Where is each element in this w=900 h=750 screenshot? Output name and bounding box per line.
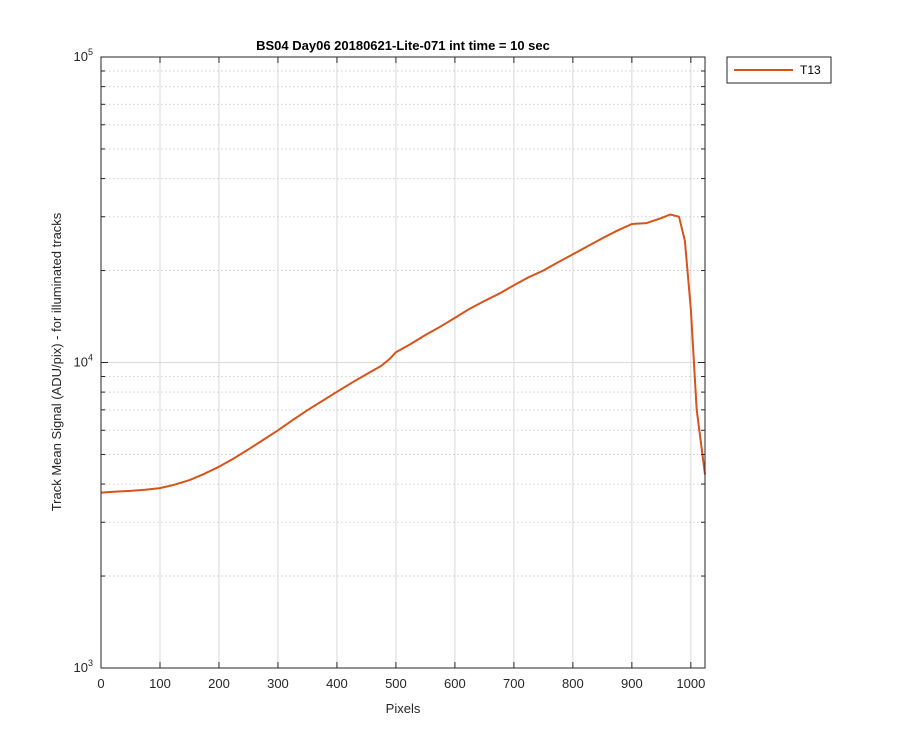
y-tick-label: 103: [74, 658, 93, 675]
x-tick-label: 1000: [676, 676, 705, 691]
y-tick-exponent: 3: [88, 658, 93, 668]
x-tick-label: 300: [267, 676, 289, 691]
y-tick-base: 10: [74, 49, 88, 64]
legend-label-t13: T13: [800, 63, 821, 77]
x-tick-label: 600: [444, 676, 466, 691]
x-axis-label: Pixels: [386, 701, 421, 716]
series-line-t13: [100, 213, 706, 494]
x-tick-label: 800: [562, 676, 584, 691]
series-layer: [100, 213, 706, 494]
y-tick-base: 10: [74, 355, 88, 370]
y-tick-label: 105: [74, 47, 93, 64]
y-tick-exponent: 5: [88, 47, 93, 57]
y-tick-exponent: 4: [88, 353, 93, 363]
grid-layer: [101, 57, 705, 668]
x-tick-label: 200: [208, 676, 230, 691]
y-tick-label: 104: [74, 353, 93, 370]
y-tick-base: 10: [74, 660, 88, 675]
x-tick-label: 500: [385, 676, 407, 691]
legend: T13: [726, 56, 832, 84]
x-tick-label: 400: [326, 676, 348, 691]
y-axis-label: Track Mean Signal (ADU/pix) - for illumi…: [49, 212, 64, 511]
tick-layer: [100, 56, 705, 669]
x-tick-label: 700: [503, 676, 525, 691]
x-tick-label: 0: [97, 676, 104, 691]
x-tick-labels: 0 100 200 300 400 500 600 700 800 900 1000: [97, 676, 705, 691]
chart-title: BS04 Day06 20180621-Lite-071 int time = …: [256, 38, 550, 53]
x-tick-label: 100: [149, 676, 171, 691]
x-tick-label: 900: [621, 676, 643, 691]
